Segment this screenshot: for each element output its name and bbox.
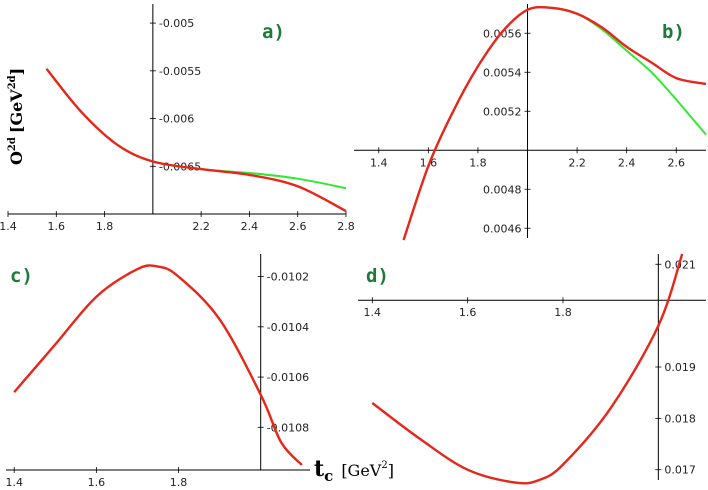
y-tick-label: 0.019 <box>664 361 696 374</box>
x-tick-label: 2.4 <box>618 156 636 169</box>
series-line-red <box>13 264 303 466</box>
y-tick-label: 0.017 <box>664 464 696 477</box>
y-tick-label: 0.0052 <box>483 105 522 118</box>
x-tick-label: 2.6 <box>668 156 686 169</box>
x-tick-label: 1.8 <box>554 306 572 319</box>
x-tick-label: 1.4 <box>5 476 23 489</box>
y-tick-label: 0.0056 <box>483 27 522 40</box>
y-tick-label: -0.0055 <box>159 65 201 78</box>
x-tick-label: 2.2 <box>568 156 586 169</box>
y-tick-label: -0.0104 <box>267 321 309 334</box>
x-tick-label: 1.4 <box>364 306 382 319</box>
series-line-green <box>13 264 303 466</box>
x-tick-label: 1.8 <box>469 156 487 169</box>
panel-label: c) <box>10 265 33 287</box>
x-tick-label: 2.4 <box>241 220 259 233</box>
series-line-red <box>402 5 707 241</box>
series-line-green <box>402 6 707 241</box>
y-tick-label: 0.0046 <box>483 222 522 235</box>
series-line-red <box>45 68 347 213</box>
panel-a: 1.4 1.6 1.8 2.2 2.4 2.6 2.8 -0.005 -0.0055 -0.006… <box>0 4 355 233</box>
panel-b: 1.4 1.6 1.8 2.2 2.4 2.60.00560.00540.00520.00… <box>354 4 707 241</box>
x-tick-label: 1.6 <box>88 476 106 489</box>
x-tick-label: 1.8 <box>170 476 188 489</box>
panel-label: b) <box>662 21 685 43</box>
x-tick-label: 2.8 <box>337 220 355 233</box>
y-tick-label: -0.0102 <box>267 271 309 284</box>
x-tick-label: 2.6 <box>289 220 307 233</box>
x-axis-label: tc [GeV2] <box>314 456 394 485</box>
series-line-red <box>371 253 684 485</box>
y-axis-label: O2d[GeV2d] <box>7 68 26 165</box>
y-tick-label: 0.0054 <box>483 66 522 79</box>
panel-label: d) <box>366 265 389 287</box>
y-tick-label: 0.018 <box>664 412 696 425</box>
panel-label: a) <box>262 21 285 43</box>
panel-c: 1.4 1.6 1.8 -0.0102 -0.0104 -0.0106 -0.0108 c) <box>5 254 310 489</box>
y-tick-label: 0.0048 <box>483 183 522 196</box>
x-tick-label: 1.6 <box>459 306 477 319</box>
x-tick-label: 1.6 <box>48 220 66 233</box>
x-tick-label: 1.8 <box>96 220 114 233</box>
y-tick-label: -0.005 <box>159 17 194 30</box>
x-tick-label: 1.4 <box>370 156 388 169</box>
y-tick-label: -0.0106 <box>267 371 309 384</box>
x-tick-label: 2.2 <box>192 220 210 233</box>
x-tick-label: 1.4 <box>0 220 17 233</box>
y-tick-label: -0.006 <box>159 113 194 126</box>
y-tick-label: -0.0108 <box>267 421 309 434</box>
